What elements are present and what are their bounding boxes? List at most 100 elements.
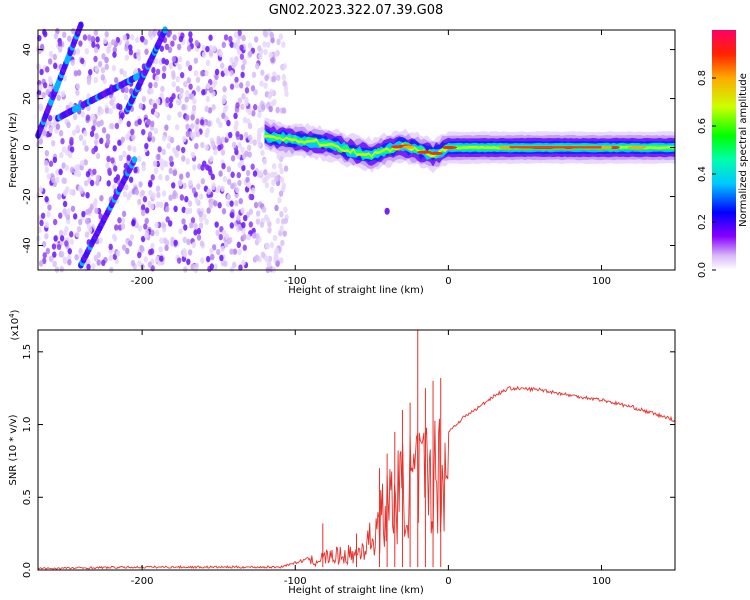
noise-blob <box>241 259 246 266</box>
noise-blob <box>178 228 183 235</box>
noise-blob <box>159 45 165 52</box>
noise-blob <box>117 217 122 224</box>
signal-peak <box>631 145 646 150</box>
noise-blob <box>156 153 161 161</box>
noise-blob <box>144 217 149 225</box>
noise-blob <box>140 235 146 243</box>
noise-blob <box>92 168 97 175</box>
noise-blob <box>47 115 53 122</box>
noise-blob <box>87 207 93 214</box>
noise-blob <box>44 166 50 173</box>
noise-blob <box>184 196 189 203</box>
noise-blob <box>258 169 263 177</box>
noise-blob <box>179 87 184 95</box>
noise-blob <box>264 74 269 82</box>
x-tick-label: -200 <box>131 576 154 587</box>
noise-blob <box>198 210 203 218</box>
noise-blob <box>178 92 184 100</box>
x-tick-label: -200 <box>131 276 154 287</box>
noise-blob <box>185 158 190 165</box>
noise-blob <box>208 34 213 41</box>
noise-blob <box>150 136 156 143</box>
noise-blob <box>269 31 274 39</box>
snr-y-ticks: 0.0 0.5 1.0 1.5 <box>22 344 675 578</box>
noise-blob <box>120 112 125 119</box>
noise-blob <box>243 132 249 139</box>
noise-blob <box>168 220 173 227</box>
streak-blob <box>78 21 84 29</box>
noise-blob <box>232 261 237 269</box>
noise-blob <box>165 205 170 213</box>
noise-blob <box>187 200 193 207</box>
noise-blob <box>242 244 247 251</box>
signal-peak <box>402 145 415 149</box>
noise-blob <box>69 146 75 153</box>
noise-blob <box>221 208 227 215</box>
noise-blob <box>86 104 91 112</box>
noise-blob <box>91 263 96 270</box>
noise-blob <box>241 164 246 172</box>
noise-blob <box>94 65 99 72</box>
noise-blob <box>88 69 93 76</box>
noise-blob <box>253 201 259 209</box>
noise-blob <box>137 198 142 206</box>
noise-blob <box>157 146 162 153</box>
noise-blob <box>220 259 226 267</box>
noise-blob <box>246 233 251 241</box>
noise-blob <box>164 124 169 131</box>
noise-blob <box>148 30 153 37</box>
noise-blob <box>144 48 149 55</box>
noise-blob <box>95 174 101 181</box>
noise-blob <box>222 175 228 183</box>
noise-blob <box>234 200 239 207</box>
noise-blob <box>93 255 99 262</box>
noise-blob <box>176 257 182 264</box>
noise-blob <box>201 44 207 52</box>
noise-blob <box>228 131 233 139</box>
noise-blob <box>118 154 124 162</box>
noise-blob <box>170 40 175 47</box>
noise-blob <box>199 240 205 247</box>
noise-blob <box>175 124 180 131</box>
signal-peak <box>498 145 512 150</box>
noise-blob <box>229 248 234 255</box>
noise-blob <box>110 157 115 164</box>
noise-blob <box>149 248 155 255</box>
noise-blob <box>275 106 280 114</box>
colorbar-ticks: 0.0 0.2 0.4 0.6 0.8 <box>697 70 716 278</box>
noise-blob <box>226 193 231 201</box>
noise-blob <box>230 155 236 162</box>
noise-blob <box>219 62 225 69</box>
noise-blob <box>75 124 80 132</box>
noise-blob <box>171 182 176 189</box>
noise-blob <box>224 104 229 111</box>
noise-blob <box>217 202 222 209</box>
noise-blob <box>82 139 87 147</box>
noise-blob <box>122 34 128 41</box>
noise-blob <box>181 146 186 154</box>
noise-blob <box>95 179 100 186</box>
noise-blob <box>275 217 281 225</box>
noise-blob <box>259 80 264 87</box>
noise-blob <box>265 243 270 250</box>
noise-blob <box>188 31 193 38</box>
noise-blob <box>213 148 218 156</box>
colorbar-gradient <box>712 30 736 270</box>
noise-blob <box>264 255 269 263</box>
noise-blob <box>173 149 179 157</box>
noise-blob <box>277 197 282 204</box>
noise-blob <box>52 53 58 61</box>
noise-blob <box>107 167 112 174</box>
noise-blob <box>247 122 253 130</box>
noise-blob <box>283 206 288 213</box>
noise-blob <box>142 196 148 203</box>
noise-blob <box>159 201 164 209</box>
noise-blob <box>64 240 69 247</box>
noise-blob <box>198 222 204 229</box>
noise-blob <box>161 72 167 80</box>
noise-blob <box>182 251 188 258</box>
snr-frame <box>37 329 676 571</box>
noise-blob <box>125 39 130 47</box>
noise-blob <box>99 195 104 202</box>
noise-blob <box>53 62 58 70</box>
